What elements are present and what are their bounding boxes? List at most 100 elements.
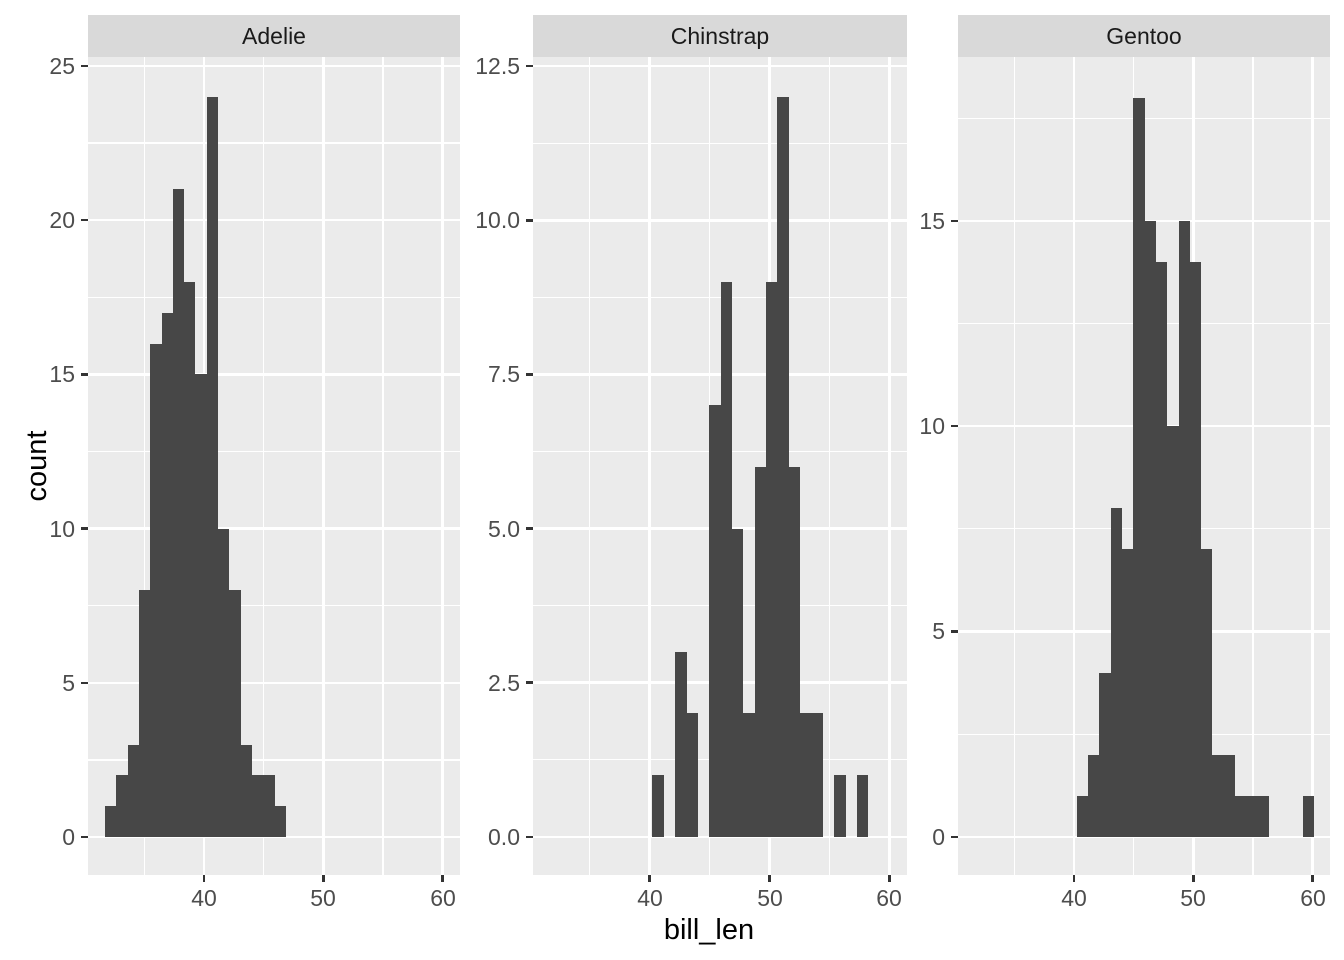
grid-major-x	[1311, 57, 1314, 875]
y-tick-label: 20	[49, 207, 75, 233]
facet-strip: Chinstrap	[533, 15, 907, 57]
y-tick-label: 2.5	[488, 670, 520, 696]
histogram-bar	[777, 97, 789, 837]
histogram-bar	[195, 374, 207, 837]
y-tick-mark	[81, 527, 88, 530]
histogram-bar	[1111, 508, 1122, 837]
grid-minor-y	[88, 296, 460, 298]
panel-gentoo	[958, 57, 1330, 875]
histogram-bar	[800, 713, 812, 837]
histogram-bar	[139, 590, 150, 837]
y-tick-mark	[951, 219, 958, 223]
histogram-bar	[1145, 221, 1156, 837]
histogram-bar	[1190, 262, 1201, 837]
x-tick-label: 50	[757, 885, 783, 911]
y-tick-label: 10	[49, 516, 75, 542]
histogram-bar	[857, 775, 868, 837]
grid-major-x	[1072, 57, 1076, 875]
histogram-bar	[675, 652, 687, 837]
grid-minor-y	[88, 450, 460, 453]
facet-strip: Gentoo	[958, 15, 1330, 57]
x-tick-mark	[1072, 875, 1076, 882]
x-tick-label: 60	[876, 885, 902, 911]
y-tick-label: 7.5	[488, 361, 520, 387]
panel-chinstrap	[533, 57, 907, 875]
y-tick-label: 25	[49, 53, 75, 79]
histogram-bar	[1099, 673, 1111, 837]
y-tick-mark	[526, 681, 533, 684]
grid-major-x	[441, 57, 444, 875]
histogram-bar	[1077, 796, 1088, 837]
y-tick-mark	[526, 835, 533, 839]
y-tick-mark	[951, 835, 958, 839]
y-tick-mark	[526, 373, 533, 376]
grid-major-y	[533, 219, 907, 222]
histogram-bar	[1088, 755, 1099, 837]
grid-major-x	[648, 57, 651, 875]
grid-minor-x	[589, 57, 591, 875]
y-tick-label: 0	[62, 824, 75, 850]
histogram-bar	[252, 775, 263, 837]
histogram-bar	[687, 713, 698, 837]
histogram-bar	[789, 467, 800, 837]
histogram-bar	[1133, 98, 1145, 837]
y-tick-label: 0.0	[488, 824, 520, 850]
histogram-bar	[834, 775, 846, 837]
x-tick-mark	[202, 875, 206, 882]
histogram-bar	[241, 745, 252, 837]
histogram-bar	[766, 282, 777, 837]
histogram-bar	[1224, 755, 1235, 837]
y-tick-label: 5	[932, 618, 945, 644]
x-tick-mark	[888, 875, 891, 882]
histogram-bar	[1258, 796, 1269, 837]
grid-minor-x	[143, 57, 146, 875]
y-tick-label: 15	[919, 208, 945, 234]
facet-strip-label: Gentoo	[1106, 22, 1182, 49]
grid-minor-y	[88, 142, 460, 144]
histogram-bar	[173, 189, 184, 837]
x-tick-label: 40	[637, 885, 663, 911]
x-tick-label: 40	[191, 885, 217, 911]
histogram-bar	[150, 344, 162, 837]
y-tick-label: 15	[49, 361, 75, 387]
grid-major-y	[88, 218, 460, 222]
grid-minor-x	[382, 57, 384, 875]
x-tick-mark	[1192, 875, 1195, 882]
histogram-bar	[229, 590, 241, 837]
facet-strip: Adelie	[88, 15, 460, 57]
histogram-bar	[1179, 221, 1190, 837]
x-tick-label: 60	[1300, 885, 1326, 911]
grid-major-y	[88, 681, 460, 685]
y-tick-mark	[526, 527, 533, 530]
histogram-bar	[1201, 549, 1212, 837]
histogram-bar	[218, 529, 229, 837]
histogram-bar	[709, 405, 721, 837]
x-tick-mark	[441, 875, 444, 882]
y-tick-label: 0	[932, 824, 945, 850]
grid-major-y	[88, 527, 460, 530]
grid-minor-x	[263, 57, 265, 875]
grid-minor-y	[88, 605, 460, 607]
histogram-bar	[755, 467, 766, 837]
histogram-bar	[732, 529, 743, 837]
y-tick-mark	[951, 630, 958, 633]
grid-major-y	[533, 373, 907, 376]
histogram-bar	[1212, 755, 1224, 837]
x-tick-label: 50	[310, 885, 336, 911]
facet-strip-label: Adelie	[242, 22, 306, 49]
grid-major-y	[88, 835, 460, 839]
grid-minor-x	[1013, 57, 1016, 875]
histogram-bar	[105, 806, 116, 837]
histogram-bar	[1167, 426, 1179, 837]
y-tick-mark	[951, 424, 958, 428]
y-tick-label: 10.0	[475, 207, 520, 233]
y-tick-label: 10	[919, 413, 945, 439]
histogram-bar	[1156, 262, 1167, 837]
histogram-bar	[1246, 796, 1258, 837]
grid-minor-x	[828, 57, 831, 875]
histogram-bar	[1303, 796, 1314, 837]
y-tick-label: 5.0	[488, 516, 520, 542]
y-axis-title: count	[21, 430, 53, 502]
x-tick-mark	[768, 875, 771, 882]
